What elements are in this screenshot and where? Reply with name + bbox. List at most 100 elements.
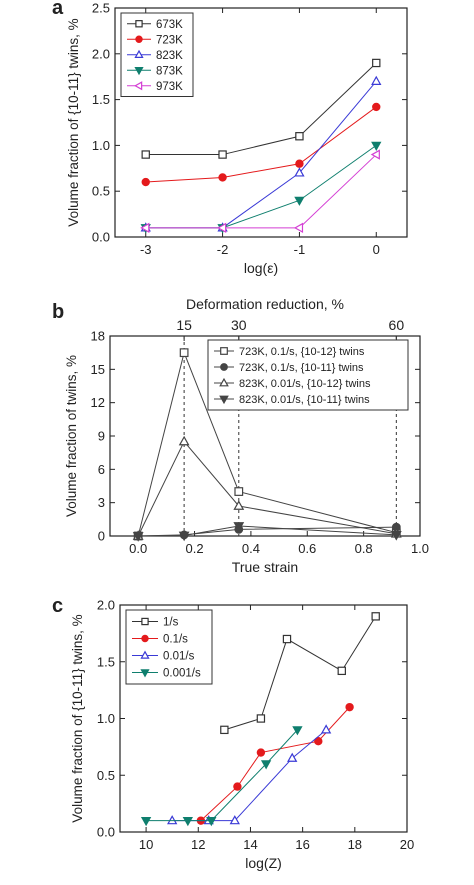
y-tick-label: 2.0 — [92, 46, 110, 61]
panel-label: a — [52, 0, 64, 19]
y-tick-label: 2.0 — [97, 598, 115, 613]
series-1 — [133, 522, 401, 541]
data-point — [140, 222, 150, 234]
data-point — [141, 150, 150, 159]
y-tick-label: 9 — [98, 429, 105, 444]
data-point — [233, 522, 245, 532]
series-line — [200, 706, 350, 822]
legend: 723K, 0.1/s, {10-12} twins 723K, 0.1/s, {… — [207, 339, 409, 411]
data-point — [233, 782, 242, 791]
legend-marker — [141, 617, 149, 626]
data-point — [178, 435, 190, 446]
y-tick-label: 12 — [91, 395, 105, 410]
legend-label: 723K, 0.1/s, {10-12} twins — [239, 346, 365, 358]
legend-label: 823K, 0.01/s, {10-11} twins — [239, 394, 370, 406]
y-tick-label: 0.0 — [97, 825, 115, 840]
data-point — [206, 816, 217, 827]
chart-c-svg: c 10 12 14 16 18 20 0.0 0.5 1.0 1.5 2.0 log(Z) Volume… — [52, 595, 414, 871]
data-point — [371, 75, 382, 85]
data-point — [372, 58, 381, 68]
data-point — [314, 736, 323, 746]
data-point — [320, 724, 332, 734]
x-tick-label: 12 — [191, 837, 205, 852]
y-axis-title: Volume fraction of {10-11} twins, % — [66, 18, 81, 226]
data-point — [256, 748, 266, 757]
y-tick-label: 0.0 — [92, 230, 110, 245]
data-point — [178, 531, 190, 542]
chart-panel-c: c 10 12 14 16 18 20 0.0 0.5 1.0 1.5 2.0 log(Z) Volume… — [0, 592, 474, 885]
data-point — [229, 815, 240, 825]
data-point — [294, 167, 305, 177]
legend-marker — [134, 81, 143, 91]
data-point — [371, 141, 382, 151]
data-point — [141, 177, 150, 187]
y-tick-label: 2.5 — [92, 1, 110, 16]
legend-marker — [140, 650, 150, 659]
series-2 — [140, 75, 382, 232]
series-4 — [140, 149, 380, 234]
y-tick-label: 1.5 — [92, 92, 110, 107]
series-1 — [141, 102, 381, 187]
y-tick-label: 6 — [98, 462, 105, 477]
chart-panel-b: b 0.0 0.2 0.4 0.6 0.8 1.0 0 3 6 9 12 15 18 True strain… — [0, 292, 474, 588]
series-line — [138, 526, 397, 537]
legend-label: 0.01/s — [163, 651, 195, 663]
series-0 — [141, 58, 381, 159]
legend-marker — [134, 49, 144, 58]
legend: 1/s 0.1/s 0.01/s 0.001/s — [125, 609, 213, 685]
data-point — [256, 714, 266, 723]
series-line — [138, 525, 397, 537]
series-line — [172, 729, 327, 822]
data-point — [294, 196, 305, 206]
series-1 — [196, 702, 354, 825]
data-point — [287, 752, 298, 762]
data-point — [371, 612, 380, 621]
series-2 — [132, 435, 402, 540]
y-tick-label: 0.5 — [92, 184, 110, 199]
data-point — [372, 102, 381, 112]
series-line — [137, 440, 397, 537]
data-point — [295, 132, 304, 141]
data-point — [182, 816, 194, 827]
top-tick-label: 15 — [176, 317, 192, 333]
legend-marker — [220, 363, 228, 371]
data-point — [234, 487, 244, 496]
plot-frame — [114, 7, 408, 238]
y-axis-title: Volume fraction of {10-11} twins, % — [70, 614, 85, 822]
x-tick-label: 14 — [243, 837, 257, 852]
series-line — [224, 616, 377, 731]
legend-box — [125, 609, 213, 685]
series-line — [145, 62, 377, 156]
data-point — [233, 500, 245, 510]
series-3 — [140, 726, 303, 827]
x-tick-label: 0.8 — [355, 541, 373, 556]
legend-marker — [220, 347, 228, 355]
x-tick-label: 0.4 — [242, 541, 260, 556]
x-tick-label: 18 — [348, 837, 362, 852]
series-0 — [220, 612, 380, 735]
y-tick-label: 0.5 — [97, 768, 115, 783]
legend-label: 823K — [156, 50, 183, 62]
y-axis-title: Volume fraction of twins, % — [64, 355, 79, 517]
panel-label: c — [52, 595, 63, 617]
y-tick-label: 15 — [91, 362, 105, 377]
legend-box — [207, 339, 409, 411]
data-point — [292, 726, 303, 736]
data-point — [218, 173, 227, 182]
data-point — [390, 531, 402, 541]
series-line — [146, 729, 298, 822]
data-point — [220, 725, 229, 735]
legend-marker — [219, 377, 229, 387]
y-tick-label: 1.0 — [92, 138, 110, 153]
y-tick-label: 1.0 — [97, 711, 115, 726]
series-line — [145, 144, 377, 229]
top-axis-title: Deformation reduction, % — [186, 296, 344, 312]
data-point — [370, 149, 380, 160]
x-tick-label: -3 — [140, 242, 152, 257]
y-tick-label: 18 — [91, 329, 105, 344]
x-tick-label: 0.6 — [298, 541, 316, 556]
series-line — [137, 351, 397, 537]
chart-panel-a: a -3 -2 -1 0 0.0 0.5 1.0 1.5 2.0 2.5 log(ε) Volume f… — [0, 0, 474, 290]
legend-marker — [140, 669, 150, 678]
legend-marker — [219, 395, 229, 405]
